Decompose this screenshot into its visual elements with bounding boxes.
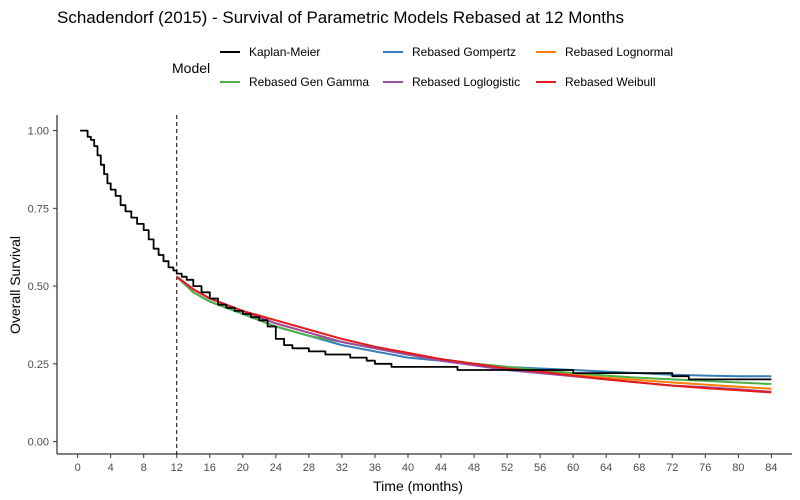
legend-label-kaplan-meier: Kaplan-Meier	[249, 45, 320, 59]
y-axis: 0.00 0.25 0.50 0.75 1.00	[28, 115, 58, 454]
legend-items: Kaplan-Meier Rebased Gompertz Rebased Logn…	[220, 45, 673, 89]
x-tick-label: 16	[204, 462, 216, 474]
x-tick-label: 84	[765, 462, 777, 474]
legend-label-rebased-gen-gamma: Rebased Gen Gamma	[249, 75, 369, 89]
x-tick-label: 24	[270, 462, 282, 474]
y-axis-title: Overall Survival	[7, 236, 23, 334]
x-tick-label: 0	[75, 462, 81, 474]
x-tick-label: 48	[468, 462, 480, 474]
y-tick-label: 0.25	[28, 359, 49, 371]
x-axis-title: Time (months)	[373, 478, 463, 494]
legend: Model Kaplan-Meier Rebased Gompertz Rebase…	[172, 45, 673, 89]
x-tick-label: 60	[567, 462, 579, 474]
series-lines	[80, 129, 772, 394]
x-tick-label: 40	[402, 462, 414, 474]
chart-title: Schadendorf (2015) - Survival of Paramet…	[57, 8, 624, 27]
legend-label-rebased-lognormal: Rebased Lognormal	[565, 45, 673, 59]
x-tick-label: 12	[171, 462, 183, 474]
x-tick-label: 80	[732, 462, 744, 474]
x-tick-label: 64	[600, 462, 612, 474]
y-tick-label: 1.00	[28, 126, 49, 138]
x-tick-label: 32	[336, 462, 348, 474]
y-tick-label: 0.75	[28, 203, 49, 215]
x-tick-label: 44	[435, 462, 447, 474]
series-line-rebased-weibull	[176, 275, 772, 394]
series-line-kaplan-meier	[80, 129, 772, 381]
x-tick-label: 36	[369, 462, 381, 474]
legend-label-rebased-gompertz: Rebased Gompertz	[412, 45, 516, 59]
y-tick-label: 0.50	[28, 281, 49, 293]
plot-area: 0.000.250.500.751.00 0 4 8 12 16 20 24 28 32 36 40…	[28, 115, 792, 474]
series-line-rebased-gen-gamma	[176, 275, 772, 385]
series-line-rebased-lognormal	[176, 275, 772, 390]
series-line-rebased-gompertz	[176, 275, 772, 378]
x-tick-label: 72	[666, 462, 678, 474]
x-tick-label: 28	[303, 462, 315, 474]
legend-label-rebased-weibull: Rebased Weibull	[565, 75, 656, 89]
x-tick-label: 56	[534, 462, 546, 474]
x-tick-label: 8	[141, 462, 147, 474]
y-tick-label: 0.00	[28, 437, 49, 449]
x-tick-label: 20	[237, 462, 249, 474]
x-tick-label: 76	[699, 462, 711, 474]
x-tick-label: 4	[108, 462, 114, 474]
x-tick-label: 52	[501, 462, 513, 474]
legend-title: Model	[172, 60, 210, 76]
x-tick-label: 68	[633, 462, 645, 474]
x-axis: 0 4 8 12 16 20 24 28 32 36 40 44 48 52 56 60 64 68 72 76 80 8…	[57, 453, 792, 474]
legend-label-rebased-loglogistic: Rebased Loglogistic	[412, 75, 520, 89]
